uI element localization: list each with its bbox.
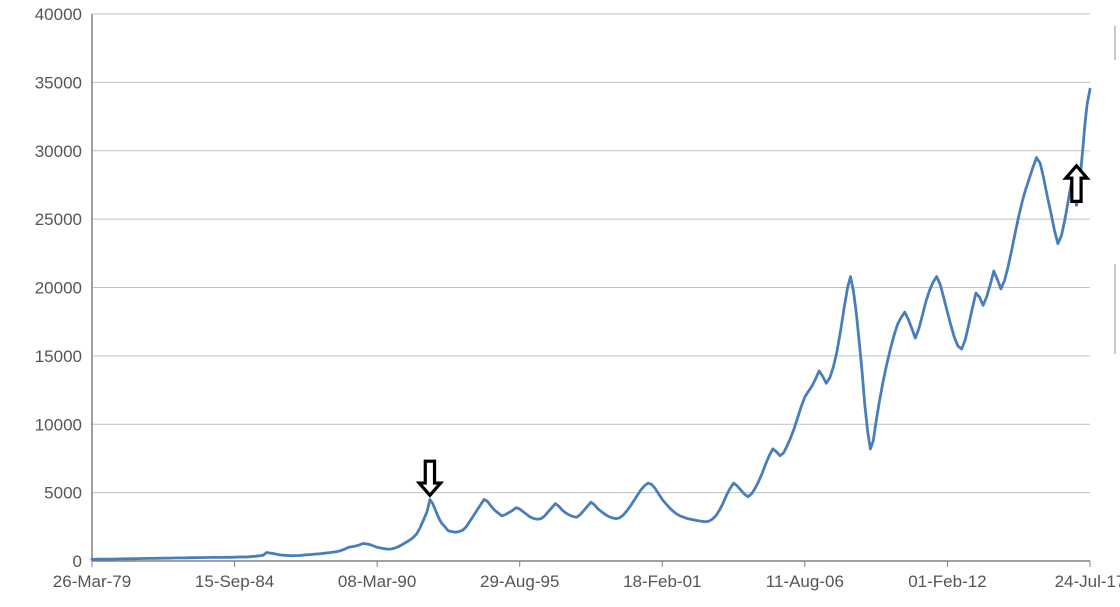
y-tick-label: 35000 (35, 73, 82, 92)
y-tick-label: 10000 (35, 415, 82, 434)
x-tick-label: 26-Mar-79 (53, 572, 131, 591)
line-chart: 0 5000 10000 15000 20000 25000 30000 35000 40000… (0, 0, 1120, 607)
x-tick-label: 01-Feb-12 (908, 572, 986, 591)
x-tick-label: 29-Aug-95 (480, 572, 559, 591)
y-tick-label: 15000 (35, 347, 82, 366)
x-tick-label: 24-Jul-17 (1055, 572, 1120, 591)
chart-background (0, 0, 1120, 607)
x-tick-label: 08-Mar-90 (338, 572, 416, 591)
y-tick-label: 40000 (35, 5, 82, 24)
y-tick-label: 30000 (35, 142, 82, 161)
y-tick-label: 0 (73, 552, 82, 571)
y-tick-label: 25000 (35, 210, 82, 229)
x-tick-label: 15-Sep-84 (195, 572, 274, 591)
y-tick-label: 20000 (35, 279, 82, 298)
x-tick-label: 18-Feb-01 (623, 572, 701, 591)
y-tick-label: 5000 (44, 484, 82, 503)
x-tick-label: 11-Aug-06 (766, 572, 844, 591)
chart-container: 0 5000 10000 15000 20000 25000 30000 35000 40000… (0, 0, 1120, 607)
